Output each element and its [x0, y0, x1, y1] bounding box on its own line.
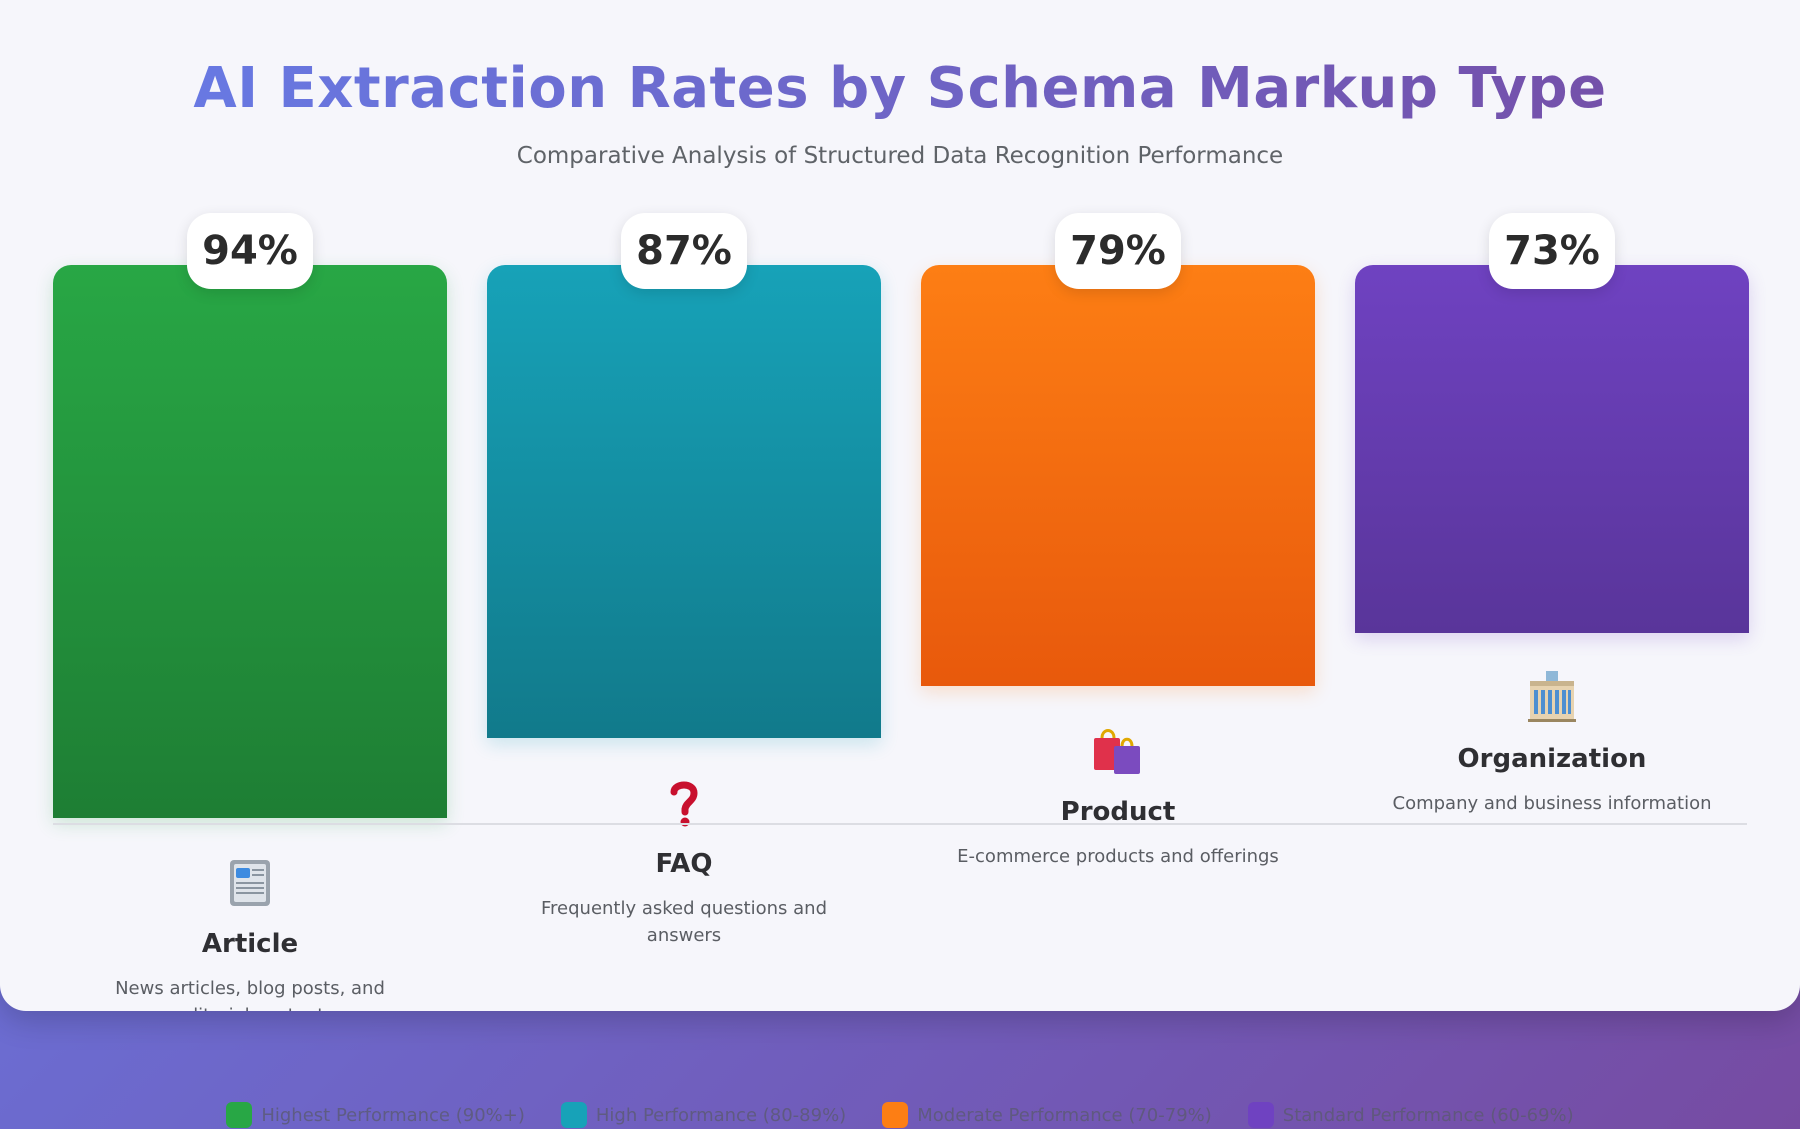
newspaper-icon [220, 852, 280, 912]
legend-swatch [560, 1102, 587, 1128]
legend-swatch [882, 1102, 909, 1128]
value-label: 79% [1055, 213, 1181, 289]
category-description: News articles, blog posts, and editorial… [115, 978, 385, 1011]
value-label: 87% [621, 213, 747, 289]
category-label: FAQ [655, 849, 713, 879]
chart-legend: Highest Performance (90%+) High Performan… [0, 1102, 1800, 1128]
chart-title: AI Extraction Rates by Schema Markup Typ… [0, 56, 1800, 121]
legend-label: Moderate Performance (70-79%) [917, 1104, 1212, 1126]
legend-swatch [226, 1102, 253, 1128]
category-description: Frequently asked questions and answers [540, 898, 827, 946]
legend-item: Moderate Performance (70-79%) [882, 1102, 1212, 1128]
category-label: Product [1060, 797, 1176, 827]
legend-label: Highest Performance (90%+) [261, 1104, 525, 1126]
legend-swatch [1247, 1102, 1274, 1128]
value-label: 73% [1489, 213, 1615, 289]
legend-item: High Performance (80-89%) [560, 1102, 847, 1128]
bar-organization [1355, 265, 1749, 633]
category-description: E-commerce products and offerings [957, 846, 1279, 867]
legend-label: Standard Performance (60-69%) [1282, 1104, 1574, 1126]
category-label: Article [201, 929, 299, 959]
chart-baseline [53, 823, 1747, 825]
chart-card: AI Extraction Rates by Schema Markup Typ… [0, 56, 1800, 1011]
category-description: Company and business information [1392, 793, 1712, 814]
legend-item: Highest Performance (90%+) [226, 1102, 525, 1128]
legend-label: High Performance (80-89%) [595, 1104, 847, 1126]
bar-faq [487, 265, 881, 738]
bar-article [53, 265, 447, 818]
shopping-bags-icon [1088, 720, 1148, 780]
chart-subtitle: Comparative Analysis of Structured Data … [516, 143, 1284, 169]
legend-item: Standard Performance (60-69%) [1247, 1102, 1574, 1128]
category-label: Organization [1457, 744, 1647, 774]
bar-product [921, 265, 1315, 686]
office-building-icon [1522, 667, 1582, 727]
value-label: 94% [187, 213, 313, 289]
